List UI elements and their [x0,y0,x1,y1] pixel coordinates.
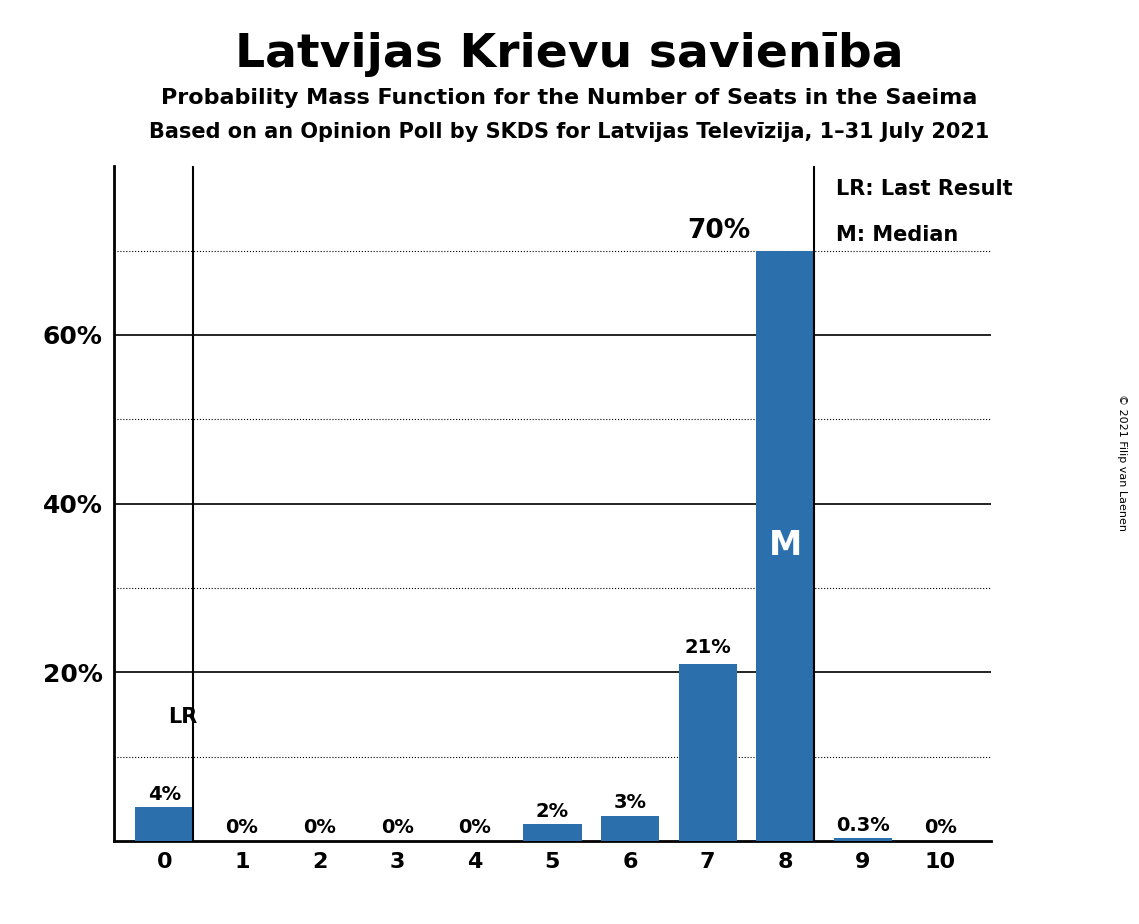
Text: M: M [769,529,802,562]
Text: LR: LR [169,707,197,727]
Bar [756,250,814,841]
Text: LR: Last Result: LR: Last Result [836,179,1013,199]
Text: 0%: 0% [226,819,259,837]
Text: 3%: 3% [614,793,647,812]
Text: Latvijas Krievu savienība: Latvijas Krievu savienība [235,32,904,78]
Bar [601,816,659,841]
Text: Based on an Opinion Poll by SKDS for Latvijas Televīzija, 1–31 July 2021: Based on an Opinion Poll by SKDS for Lat… [149,122,990,142]
Bar [523,824,582,841]
Text: 70%: 70% [687,218,751,244]
Text: 0%: 0% [924,819,957,837]
Bar [834,838,892,841]
Bar [136,808,194,841]
Text: 0%: 0% [458,819,491,837]
Text: 0%: 0% [303,819,336,837]
Text: Probability Mass Function for the Number of Seats in the Saeima: Probability Mass Function for the Number… [162,88,977,108]
Text: 4%: 4% [148,784,181,804]
Text: M: Median: M: Median [836,225,958,246]
Text: 0%: 0% [380,819,413,837]
Text: 21%: 21% [685,638,731,657]
Text: 0.3%: 0.3% [836,816,890,835]
Text: © 2021 Filip van Laenen: © 2021 Filip van Laenen [1117,394,1126,530]
Bar [679,663,737,841]
Text: 2%: 2% [535,802,570,821]
